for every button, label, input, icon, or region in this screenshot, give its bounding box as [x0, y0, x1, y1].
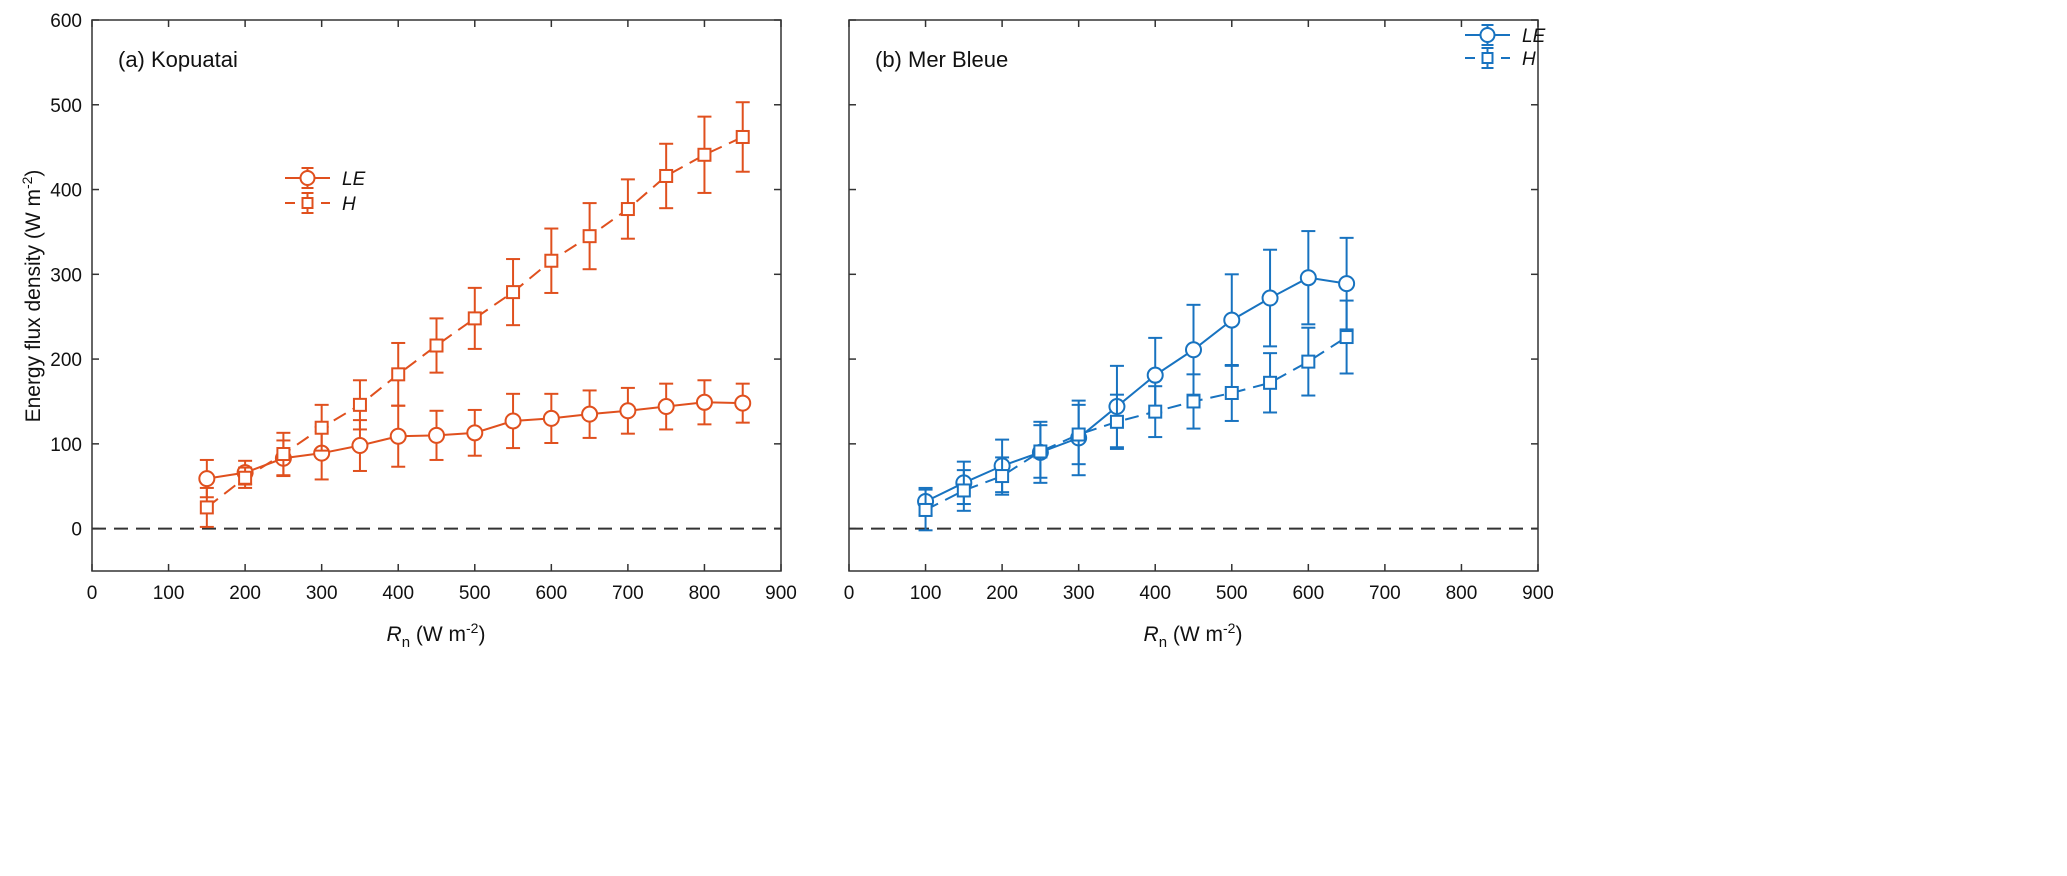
x-tick-label: 400: [1139, 583, 1171, 604]
x-tick-label: 600: [1292, 583, 1324, 604]
data-point-h: [314, 420, 329, 435]
data-point-h: [1109, 414, 1124, 429]
x-tick-label: 100: [153, 583, 185, 604]
x-tick-label: 500: [1216, 583, 1248, 604]
x-axis-label: Rn (W m-2): [387, 620, 486, 651]
x-tick-label: 300: [1063, 583, 1095, 604]
x-tick-label: 500: [459, 583, 491, 604]
y-tick-label: 600: [50, 11, 82, 32]
x-tick-label: 400: [382, 583, 414, 604]
data-point-h: [620, 202, 635, 217]
y-tick-label: 500: [50, 96, 82, 117]
legend-marker-circle-icon: [299, 170, 316, 186]
panel-title: (b) Mer Bleue: [875, 47, 1008, 72]
data-point-h: [659, 168, 674, 183]
x-tick-label: 200: [229, 583, 261, 604]
data-point-h: [1263, 375, 1278, 390]
data-point-h: [199, 500, 214, 515]
data-point-h: [506, 285, 521, 300]
data-point-h: [697, 147, 712, 162]
x-tick-label: 700: [612, 583, 644, 604]
data-point-le: [389, 427, 407, 445]
data-point-h: [918, 502, 933, 517]
data-point-h: [429, 338, 444, 353]
x-tick-label: 900: [1522, 583, 1554, 604]
data-point-le: [504, 412, 522, 430]
data-point-h: [238, 470, 253, 485]
y-tick-label: 100: [50, 435, 82, 456]
data-point-le: [466, 424, 484, 442]
data-point-h: [352, 397, 367, 412]
legend-label-le: LE: [342, 169, 366, 190]
x-tick-label: 700: [1369, 583, 1401, 604]
data-point-h: [276, 447, 291, 462]
x-tick-label: 0: [87, 583, 98, 604]
data-point-le: [1223, 311, 1241, 329]
panel-title: (a) Kopuatai: [118, 47, 238, 72]
data-point-le: [1146, 366, 1164, 384]
data-point-h: [582, 229, 597, 244]
data-point-le: [581, 405, 599, 423]
data-point-h: [1186, 394, 1201, 409]
data-point-h: [956, 483, 971, 498]
x-tick-label: 200: [986, 583, 1018, 604]
y-tick-label: 300: [50, 265, 82, 286]
x-tick-label: 100: [910, 583, 942, 604]
data-point-le: [1185, 341, 1202, 359]
data-point-le: [695, 393, 713, 411]
y-tick-label: 0: [71, 520, 82, 541]
x-tick-label: 800: [689, 583, 721, 604]
series-line-h: [206, 136, 744, 509]
data-point-h: [544, 253, 559, 268]
data-point-le: [198, 470, 216, 488]
axes-frame: [848, 19, 1539, 572]
axes-frame: [91, 19, 782, 572]
data-point-h: [1301, 354, 1316, 369]
data-point-le: [428, 426, 445, 444]
series-line-h: [925, 336, 1348, 511]
panel-mer-bleue: (b) Mer Bleue Rn (W m-2) 0 100 200 300 400 50…: [844, 19, 1554, 651]
legend-label-h: H: [1522, 49, 1536, 70]
x-tick-label: 600: [535, 583, 567, 604]
data-point-le: [1299, 269, 1317, 287]
data-point-h: [995, 469, 1010, 484]
panel-kopuatai: (a) Kopuatai Rn (W m-2) 0 100 200 300 400 500…: [50, 11, 797, 651]
x-tick-label: 300: [306, 583, 338, 604]
y-tick-label: 200: [50, 350, 82, 371]
legend-marker-square-icon: [1481, 52, 1494, 64]
data-point-le: [542, 409, 560, 427]
series-line-le: [925, 276, 1347, 503]
data-point-le: [1338, 275, 1356, 293]
x-tick-label: 800: [1446, 583, 1478, 604]
data-point-h: [1224, 385, 1239, 400]
legend-label-le: LE: [1522, 26, 1546, 47]
data-point-h: [1033, 444, 1048, 459]
data-point-h: [735, 129, 750, 144]
data-point-h: [1148, 404, 1163, 419]
x-axis-label: Rn (W m-2): [1144, 620, 1243, 651]
data-point-h: [467, 311, 482, 326]
y-tick-label: 400: [50, 181, 82, 202]
x-tick-label: 900: [765, 583, 797, 604]
x-tick-label: 0: [844, 583, 855, 604]
legend-label-h: H: [342, 194, 356, 215]
data-point-le: [1261, 289, 1279, 307]
data-point-le: [351, 437, 369, 455]
legend-marker-circle-icon: [1479, 27, 1496, 43]
data-point-le: [734, 394, 752, 412]
data-point-h: [1071, 427, 1086, 442]
data-point-h: [391, 367, 406, 382]
data-point-le: [657, 398, 675, 416]
y-axis-label: Energy flux density (W m-2): [19, 170, 45, 423]
data-point-le: [619, 402, 637, 420]
data-point-h: [1339, 330, 1354, 345]
legend-marker-square-icon: [301, 197, 314, 209]
